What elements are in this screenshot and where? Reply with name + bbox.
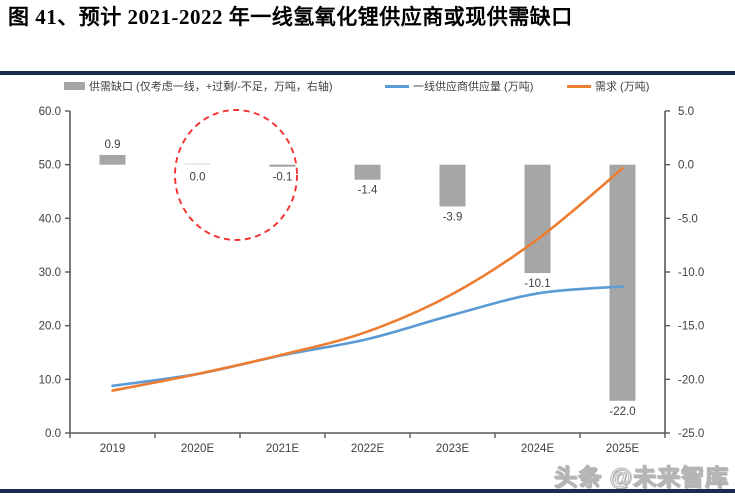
left-axis-tick-label: 10.0 (39, 374, 61, 386)
bar-value-label: -1.4 (358, 185, 378, 197)
x-axis-label: 2019 (100, 443, 126, 455)
legend-item-demand: 需求 (万吨) (567, 78, 649, 94)
right-axis-tick-label: -15.0 (678, 321, 704, 333)
legend-label-supply: 一线供应商供应量 (万吨) (413, 81, 534, 93)
gap-bar (609, 164, 636, 401)
legend-label-gap: 供需缺口 (仅考虑一线，+过剩/-不足，万吨，右轴) (89, 81, 333, 93)
tick-marks (65, 110, 670, 438)
x-axis-label: 2022E (351, 443, 385, 455)
supply-line-swatch (385, 84, 409, 88)
top-divider (0, 71, 735, 75)
right-axis-tick-label: -20.0 (678, 374, 704, 386)
demand-line-swatch (567, 84, 591, 88)
bar-value-label: -22.0 (609, 406, 635, 418)
bar-value-label: -3.9 (443, 212, 463, 224)
left-axis-tick-label: 0.0 (45, 428, 61, 440)
bottom-divider (0, 489, 735, 493)
legend-label-demand: 需求 (万吨) (595, 81, 650, 93)
chart-region: 0.0 10.0 20.0 30.0 40.0 50.0 60.0 5.0 0.0 -5.0 -10… (0, 96, 735, 464)
left-axis-tick-label: 30.0 (39, 267, 61, 279)
bar-value-label: 0.0 (190, 172, 206, 184)
gap-bar (184, 163, 211, 165)
right-axis-tick-label: -10.0 (678, 267, 704, 279)
right-axis-tick-label: -5.0 (678, 213, 698, 225)
chart-legend: 供需缺口 (仅考虑一线，+过剩/-不足，万吨，右轴) 一线供应商供应量 (万吨)… (0, 78, 735, 94)
gap-bar (354, 164, 381, 180)
right-axis-tick-label: 0.0 (678, 160, 694, 172)
bar-value-label: -0.1 (273, 172, 293, 184)
left-axis-tick-label: 50.0 (39, 160, 61, 172)
bar-value-label: -10.1 (524, 278, 550, 290)
bar-value-labels: 0.9 0.0 -0.1 -1.4 -3.9 -10.1 -22.0 (105, 139, 636, 418)
x-axis-label: 2021E (266, 443, 300, 455)
gap-bar-series (99, 155, 636, 401)
legend-item-gap: 供需缺口 (仅考虑一线，+过剩/-不足，万吨，右轴) (64, 78, 333, 94)
watermark: 头条 @未来智库 (554, 464, 729, 491)
left-axis-tick-label: 20.0 (39, 321, 61, 333)
right-axis-tick-label: -25.0 (678, 428, 704, 440)
x-axis-label: 2020E (181, 443, 215, 455)
axis-labels: 0.0 10.0 20.0 30.0 40.0 50.0 60.0 5.0 0.0 -5.0 -10… (39, 106, 705, 455)
demand-line (111, 167, 624, 392)
bar-value-label: 0.9 (105, 139, 121, 151)
figure-title: 图 41、预计 2021-2022 年一线氢氧化锂供应商或现供需缺口 (8, 5, 573, 29)
x-axis-label: 2024E (521, 443, 555, 455)
gap-bar (524, 164, 551, 274)
left-axis-tick-label: 40.0 (39, 213, 61, 225)
gap-bar (269, 164, 296, 167)
gap-bar (99, 155, 126, 165)
x-axis-label: 2025E (606, 443, 640, 455)
x-axis-label: 2023E (436, 443, 470, 455)
right-axis-tick-label: 5.0 (678, 106, 694, 118)
highlight-circle (174, 109, 298, 241)
legend-item-supply: 一线供应商供应量 (万吨) (385, 78, 533, 94)
gap-bar (439, 164, 466, 207)
supply-line (111, 285, 624, 388)
gap-bar-swatch (64, 82, 85, 90)
axes (69, 111, 666, 434)
left-axis-tick-label: 60.0 (39, 106, 61, 118)
combo-chart: 0.0 10.0 20.0 30.0 40.0 50.0 60.0 5.0 0.0 -5.0 -10… (39, 106, 705, 455)
